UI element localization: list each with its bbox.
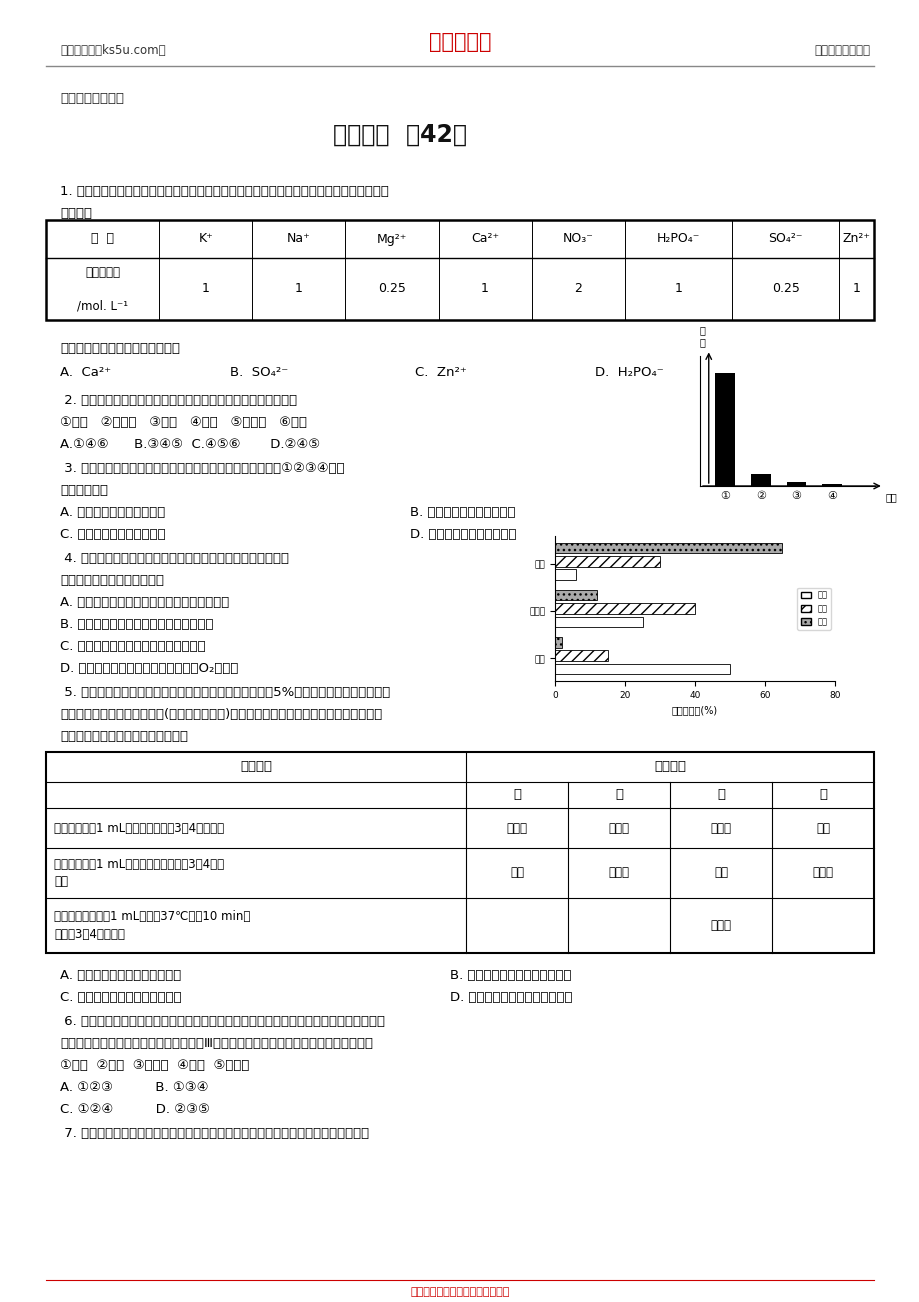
Text: 1: 1 bbox=[674, 283, 682, 296]
Text: ①糖类  ②脂质  ③蛋白质  ④核酸  ⑤无机盐: ①糖类 ②脂质 ③蛋白质 ④核酸 ⑤无机盐 bbox=[60, 1059, 249, 1072]
Bar bbox=[46, 220, 873, 320]
Bar bbox=[46, 753, 873, 953]
Text: 变蓝: 变蓝 bbox=[815, 822, 829, 835]
Text: 甲: 甲 bbox=[513, 789, 520, 802]
Text: 不变蓝: 不变蓝 bbox=[709, 919, 731, 932]
Text: C. 淀粉酶、蛋白酶、清水、淀粉: C. 淀粉酶、蛋白酶、清水、淀粉 bbox=[60, 991, 181, 1004]
Text: 无变化: 无变化 bbox=[811, 867, 833, 879]
Text: 据此判断样品甲、乙、丙、丁依次是: 据此判断样品甲、乙、丙、丁依次是 bbox=[60, 730, 187, 743]
Text: 0.25: 0.25 bbox=[771, 283, 799, 296]
Bar bbox=[750, 474, 770, 486]
Text: 浑浊: 浑浊 bbox=[713, 867, 727, 879]
Text: 7. 一般情况下，素食者往往需要摄入较多种类和数量的蛋白质，对其描述不正确的是: 7. 一般情况下，素食者往往需要摄入较多种类和数量的蛋白质，对其描述不正确的是 bbox=[60, 1128, 369, 1141]
Text: 再取丙、丁样品各1 mL混合，37℃保温10 min，
加碘液3～4滴后观察: 再取丙、丁样品各1 mL混合，37℃保温10 min， 加碘液3～4滴后观察 bbox=[54, 910, 250, 940]
Text: A. 用双缩脲试剂检测大豆种子研磨滤液呈紫色: A. 用双缩脲试剂检测大豆种子研磨滤液呈紫色 bbox=[60, 596, 229, 609]
Text: Na⁺: Na⁺ bbox=[287, 233, 311, 246]
Text: 离  子: 离 子 bbox=[91, 233, 114, 246]
Text: B. 淀粉酶、清水、蛋白酶、淀粉: B. 淀粉酶、清水、蛋白酶、淀粉 bbox=[449, 969, 571, 982]
Text: D. 蛋白质、水、脂质、糖类: D. 蛋白质、水、脂质、糖类 bbox=[410, 529, 516, 542]
Text: A.  Ca²⁺: A. Ca²⁺ bbox=[60, 366, 111, 379]
Text: B. 蛋白质检测实验最好选用花生作为材料: B. 蛋白质检测实验最好选用花生作为材料 bbox=[60, 618, 213, 631]
Text: 生物精练  （42）: 生物精练 （42） bbox=[333, 122, 467, 147]
Text: D.  H₂PO₄⁻: D. H₂PO₄⁻ bbox=[595, 366, 663, 379]
Text: 含量如图，有关叙述正确的是: 含量如图，有关叙述正确的是 bbox=[60, 574, 164, 587]
Text: A. 水、蛋白质、脂质、糖类: A. 水、蛋白质、脂质、糖类 bbox=[60, 506, 165, 519]
Text: B.  SO₄²⁻: B. SO₄²⁻ bbox=[230, 366, 288, 379]
Text: 不变蓝: 不变蓝 bbox=[709, 822, 731, 835]
Text: B. 蛋白质、糖类、脂质、水: B. 蛋白质、糖类、脂质、水 bbox=[410, 506, 515, 519]
Text: C.  Zn²⁺: C. Zn²⁺ bbox=[414, 366, 466, 379]
Bar bbox=[554, 556, 659, 566]
Text: 成分: 成分 bbox=[885, 492, 896, 503]
Text: 1: 1 bbox=[481, 283, 489, 296]
Text: 高考资源网版权所有，侵权必究！: 高考资源网版权所有，侵权必究！ bbox=[410, 1286, 509, 1297]
Text: 0.25: 0.25 bbox=[378, 283, 405, 296]
Bar bbox=[554, 590, 596, 600]
Text: ①淀粉   ②葡萄糖   ③脂肪   ④磷脂   ⑤蛋白质   ⑥核酸: ①淀粉 ②葡萄糖 ③脂肪 ④磷脂 ⑤蛋白质 ⑥核酸 bbox=[60, 417, 307, 428]
Text: 不变蓝: 不变蓝 bbox=[607, 822, 629, 835]
Text: 实验现象: 实验现象 bbox=[653, 760, 686, 773]
Text: 含
量: 含 量 bbox=[699, 326, 705, 346]
Bar bbox=[554, 603, 694, 613]
Bar bbox=[554, 569, 575, 581]
Text: 3. 如图表示细胞中各种化合物在细胞鲜重中的含量，以下按①②③④顺序: 3. 如图表示细胞中各种化合物在细胞鲜重中的含量，以下按①②③④顺序 bbox=[60, 462, 345, 475]
Bar bbox=[786, 482, 805, 486]
Text: C. 三种种子都常用来做成面粉或榨食油: C. 三种种子都常用来做成面粉或榨食油 bbox=[60, 641, 206, 654]
Text: Ca²⁺: Ca²⁺ bbox=[471, 233, 499, 246]
Text: 6. 从细胞膜上提取了某种成分，经过提纯后，加入双缩脲试剂处理出现紫色，若加入斐林: 6. 从细胞膜上提取了某种成分，经过提纯后，加入双缩脲试剂处理出现紫色，若加入斐… bbox=[60, 1016, 384, 1029]
Bar bbox=[554, 664, 729, 674]
Text: C. 水、蛋白质、糖类、脂质: C. 水、蛋白质、糖类、脂质 bbox=[60, 529, 165, 542]
Text: A.①④⑥      B.③④⑤  C.④⑤⑥       D.②④⑤: A.①④⑥ B.③④⑤ C.④⑤⑥ D.②④⑤ bbox=[60, 437, 320, 450]
Text: 四种样品各取1 mL，分别滴加碘液3～4滴后观察: 四种样品各取1 mL，分别滴加碘液3～4滴后观察 bbox=[54, 822, 224, 835]
Text: K⁺: K⁺ bbox=[199, 233, 213, 246]
Text: 不变蓝: 不变蓝 bbox=[506, 822, 527, 835]
Text: 2: 2 bbox=[573, 283, 582, 296]
Text: 您身边的高考专家: 您身边的高考专家 bbox=[813, 43, 869, 56]
Text: 5. 有甲、乙、丙、丁四瓶失去标签的样品，它们是清水、5%淀粉溶液、淀粉酶溶液、蛋: 5. 有甲、乙、丙、丁四瓶失去标签的样品，它们是清水、5%淀粉溶液、淀粉酶溶液、… bbox=[60, 686, 390, 699]
Text: 1: 1 bbox=[852, 283, 859, 296]
Bar bbox=[822, 484, 841, 486]
Text: C. ①②④          D. ②③⑤: C. ①②④ D. ②③⑤ bbox=[60, 1103, 210, 1116]
Bar bbox=[554, 650, 607, 661]
Text: 2. 植物从土壤中吸收并运输到叶肉细胞的氮和磷，主要用于合成: 2. 植物从土壤中吸收并运输到叶肉细胞的氮和磷，主要用于合成 bbox=[60, 395, 297, 408]
Text: 白酶溶液。某同学用三氯乙酸(能使蛋白质变性)和碘液鉴别样品，实验方法和现象见下表。: 白酶溶液。某同学用三氯乙酸(能使蛋白质变性)和碘液鉴别样品，实验方法和现象见下表… bbox=[60, 708, 381, 721]
Text: D. 萌发时相同质量的三种种子需要的O₂量相同: D. 萌发时相同质量的三种种子需要的O₂量相同 bbox=[60, 661, 238, 674]
Text: A. ①②③          B. ①③④: A. ①②③ B. ①③④ bbox=[60, 1081, 209, 1094]
Text: 排列正确的是: 排列正确的是 bbox=[60, 484, 108, 497]
Bar bbox=[554, 617, 641, 628]
Text: 方如下：: 方如下： bbox=[60, 207, 92, 220]
Text: 高考资源网: 高考资源网 bbox=[428, 33, 491, 52]
Text: 1: 1 bbox=[201, 283, 210, 296]
Text: SO₄²⁻: SO₄²⁻ bbox=[767, 233, 802, 246]
Text: 4. 实验测得小麦、大豆、花生三种生物干种子中三大类有机物: 4. 实验测得小麦、大豆、花生三种生物干种子中三大类有机物 bbox=[60, 552, 289, 565]
Text: NO₃⁻: NO₃⁻ bbox=[562, 233, 593, 246]
X-axis label: 有机物含量(%): 有机物含量(%) bbox=[671, 706, 718, 715]
Text: 1. 科学家在利用无土栽培法培养一些名贵花卉时，培养液中添加了多种必需化学元素。其配: 1. 科学家在利用无土栽培法培养一些名贵花卉时，培养液中添加了多种必需化学元素。… bbox=[60, 185, 389, 198]
Text: 丁: 丁 bbox=[818, 789, 826, 802]
Text: 生物基础知识复习: 生物基础知识复习 bbox=[60, 92, 124, 105]
Text: 实验方法: 实验方法 bbox=[240, 760, 272, 773]
Bar bbox=[554, 543, 782, 553]
Text: 其中花卉根细胞吸收最少的离子是: 其中花卉根细胞吸收最少的离子是 bbox=[60, 342, 180, 355]
Text: Mg²⁺: Mg²⁺ bbox=[377, 233, 407, 246]
Text: 乙: 乙 bbox=[614, 789, 622, 802]
Bar bbox=[714, 372, 734, 486]
Text: 高考资源网（ks5u.com）: 高考资源网（ks5u.com） bbox=[60, 43, 165, 56]
Text: A. 清水、淀粉、蛋白酶、淀粉酶: A. 清水、淀粉、蛋白酶、淀粉酶 bbox=[60, 969, 181, 982]
Text: D. 蛋白酶、清水、淀粉酶、淀粉: D. 蛋白酶、清水、淀粉酶、淀粉 bbox=[449, 991, 572, 1004]
Text: 1: 1 bbox=[295, 283, 302, 296]
Text: H₂PO₄⁻: H₂PO₄⁻ bbox=[656, 233, 699, 246]
Text: 培养液浓度

/mol. L⁻¹: 培养液浓度 /mol. L⁻¹ bbox=[77, 266, 128, 312]
Legend: 花生, 大豆, 小麦: 花生, 大豆, 小麦 bbox=[797, 587, 830, 629]
Text: 或班氏试剂并加热，出现砖红色，加苏丹Ⅲ染液后呈现橘黄色，这说明细胞膜的成分包括: 或班氏试剂并加热，出现砖红色，加苏丹Ⅲ染液后呈现橘黄色，这说明细胞膜的成分包括 bbox=[60, 1036, 372, 1049]
Text: 丙: 丙 bbox=[716, 789, 724, 802]
Text: 四种样品各取1 mL，分别滴加三氯乙酸3～4滴后
观察: 四种样品各取1 mL，分别滴加三氯乙酸3～4滴后 观察 bbox=[54, 858, 224, 888]
Text: 浑浊: 浑浊 bbox=[509, 867, 524, 879]
Bar bbox=[554, 637, 562, 647]
Text: Zn²⁺: Zn²⁺ bbox=[842, 233, 869, 246]
Text: 无变化: 无变化 bbox=[607, 867, 629, 879]
